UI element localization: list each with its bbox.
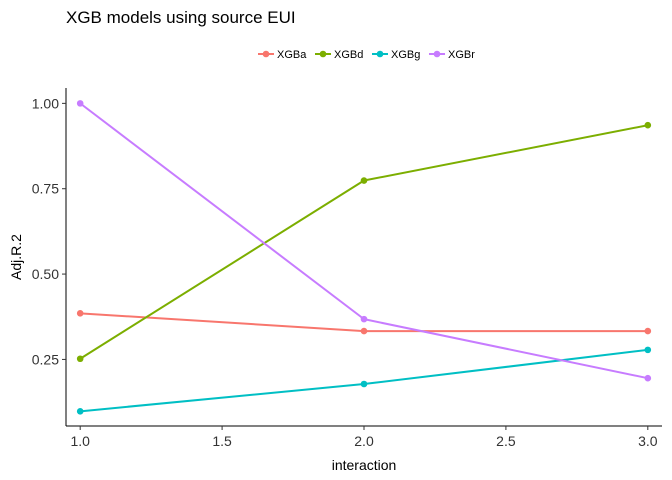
data-point: [360, 327, 368, 335]
x-tick-label: 1.5: [212, 433, 232, 449]
legend-key-point: [319, 50, 327, 58]
data-point: [76, 310, 84, 317]
legend-label: XGBg: [391, 49, 420, 61]
y-tick-label: 1.00: [32, 95, 59, 111]
series-xgbr: [76, 100, 652, 382]
y-ticks: 0.25 0.50 0.75 1.00: [32, 95, 66, 367]
legend-item-xgba: XGBa: [258, 49, 307, 61]
x-tick-label: 3.0: [638, 433, 658, 449]
x-axis-title: interaction: [332, 457, 397, 473]
series-group: [76, 100, 652, 415]
series-line: [79, 102, 649, 380]
data-point: [644, 327, 652, 335]
data-point: [76, 355, 84, 363]
series-line: [79, 124, 649, 360]
data-point: [76, 408, 84, 415]
legend-label: XGBr: [448, 49, 475, 61]
data-point: [360, 177, 368, 184]
x-tick-label: 1.0: [70, 433, 90, 449]
legend-item-xgbg: XGBg: [372, 49, 420, 61]
x-ticks: 1.0 1.5 2.0 2.5 3.0: [70, 426, 658, 449]
x-tick-label: 2.5: [496, 433, 516, 449]
data-point: [644, 374, 652, 382]
legend-item-xgbr: XGBr: [429, 49, 475, 61]
data-point: [644, 121, 652, 129]
series-xgba: [76, 310, 652, 335]
data-point: [360, 315, 368, 323]
data-point: [360, 380, 368, 388]
series-xgbd: [76, 121, 652, 363]
axes: 1.0 1.5 2.0 2.5 3.0 0.25 0.50 0.75 1.00: [32, 88, 662, 449]
series-line: [80, 348, 648, 413]
legend-label: XGBa: [277, 49, 307, 61]
data-point: [644, 346, 652, 354]
legend-key-point: [262, 50, 270, 58]
x-tick-label: 2.0: [354, 433, 374, 449]
legend-item-xgbd: XGBd: [315, 49, 363, 61]
legend: XGBa XGBd XGBg XGBr: [258, 49, 475, 61]
series-xgbg: [76, 346, 652, 415]
legend-label: XGBd: [334, 49, 363, 61]
chart-title: XGB models using source EUI: [66, 8, 296, 27]
data-point: [76, 100, 84, 107]
y-tick-label: 0.75: [32, 181, 59, 197]
legend-key-point: [376, 50, 384, 58]
y-tick-label: 0.50: [32, 266, 59, 282]
y-tick-label: 0.25: [32, 351, 59, 367]
legend-key-point: [433, 50, 441, 58]
y-axis-title: Adj.R.2: [8, 234, 24, 280]
